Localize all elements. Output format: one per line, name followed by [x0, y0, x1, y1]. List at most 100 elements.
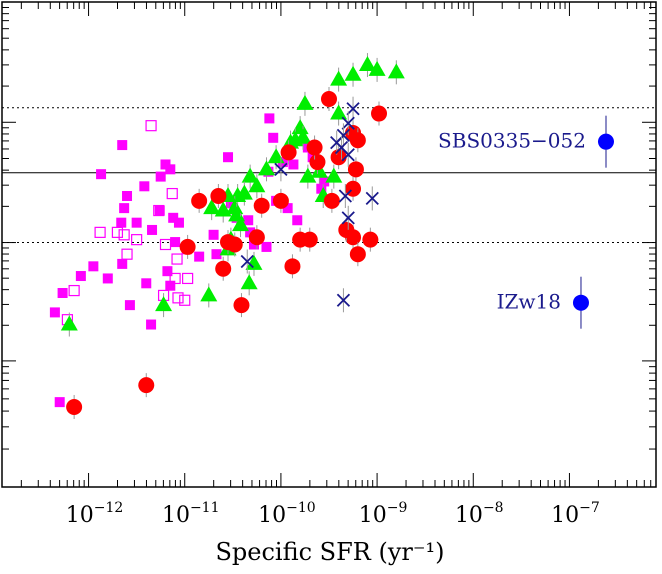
- navy-cross: [341, 116, 355, 130]
- x-tick-label-exponent: −12: [94, 500, 124, 516]
- navy-cross: [240, 254, 254, 269]
- plot-frame: [1, 1, 657, 488]
- annotation-izw18: IZw18: [497, 290, 561, 314]
- magenta-filled-square: [165, 280, 176, 291]
- green-triangle: [299, 167, 317, 183]
- red-circle: [347, 161, 364, 178]
- red-circle: [362, 231, 379, 248]
- red-circle: [323, 192, 340, 209]
- magenta-filled-square: [88, 261, 99, 272]
- magenta-filled-square: [124, 300, 135, 311]
- magenta-filled-square: [319, 176, 330, 187]
- magenta-filled-square: [54, 397, 65, 408]
- magenta-open-square: [159, 238, 172, 251]
- green-triangle: [344, 65, 362, 81]
- green-triangle: [240, 274, 258, 290]
- green-triangle: [294, 128, 312, 144]
- green-triangle: [248, 177, 266, 193]
- magenta-filled-square: [139, 181, 150, 192]
- magenta-filled-square: [173, 217, 184, 228]
- magenta-open-square: [172, 292, 184, 304]
- green-triangle: [200, 286, 218, 302]
- red-circle: [371, 105, 388, 122]
- blue-circle: [572, 294, 589, 311]
- green-triangle: [368, 60, 386, 76]
- magenta-filled-square: [208, 229, 219, 240]
- red-circle: [233, 297, 250, 314]
- magenta-filled-square: [155, 171, 166, 182]
- red-circle: [301, 231, 318, 248]
- magenta-filled-square: [243, 215, 254, 226]
- axis-ticks: [2, 1, 656, 488]
- x-tick-label-exponent: −7: [579, 500, 600, 516]
- green-triangle: [310, 162, 328, 178]
- green-triangle: [358, 56, 376, 72]
- magenta-open-square: [68, 284, 80, 297]
- red-circle: [66, 398, 83, 415]
- magenta-filled-square: [316, 183, 327, 194]
- green-triangle: [291, 119, 309, 135]
- magenta-filled-square: [102, 273, 113, 284]
- x-tick-label-exponent: −8: [483, 500, 504, 516]
- x-tick-label: 10−9: [359, 500, 408, 528]
- navy-cross: [365, 191, 379, 206]
- magenta-filled-square: [96, 169, 107, 180]
- green-triangle: [257, 160, 275, 176]
- red-circle: [284, 258, 301, 275]
- navy-cross: [341, 211, 355, 225]
- red-circle: [309, 154, 326, 171]
- red-circle: [226, 236, 243, 253]
- magenta-filled-square: [245, 227, 256, 238]
- green-triangle: [60, 315, 78, 331]
- magenta-filled-square: [147, 224, 158, 235]
- green-triangle: [330, 70, 348, 86]
- x-tick-label: 10−12: [66, 500, 124, 528]
- x-tick-label-base: 10: [551, 503, 579, 528]
- magenta-filled-square: [264, 113, 275, 124]
- green-triangle: [203, 199, 221, 215]
- magenta-filled-square: [194, 251, 205, 262]
- x-tick-label-exponent: −9: [387, 500, 408, 516]
- red-circle: [280, 144, 297, 161]
- magenta-open-square: [145, 120, 157, 132]
- navy-cross: [346, 102, 360, 116]
- magenta-open-square: [153, 204, 165, 217]
- red-circle: [338, 221, 355, 238]
- x-tick-label-exponent: −11: [190, 500, 220, 516]
- x-tick-label-base: 10: [66, 503, 94, 528]
- magenta-filled-square: [154, 205, 165, 216]
- magenta-filled-square: [117, 258, 128, 269]
- x-tick-label-base: 10: [162, 503, 190, 528]
- x-tick-label: 10−10: [258, 500, 316, 528]
- magenta-filled-square: [288, 159, 299, 170]
- magenta-filled-square: [170, 237, 181, 248]
- navy-cross: [341, 148, 355, 162]
- magenta-filled-square: [168, 212, 179, 223]
- magenta-filled-square: [117, 140, 128, 151]
- red-circle: [248, 229, 265, 246]
- magenta-open-square: [111, 226, 124, 238]
- magenta-open-square: [118, 229, 130, 241]
- green-triangle: [245, 254, 263, 270]
- green-triangle: [325, 167, 343, 183]
- magenta-filled-square: [223, 152, 234, 163]
- red-circle: [349, 246, 366, 263]
- green-triangle: [232, 216, 250, 232]
- magenta-filled-square: [141, 278, 152, 289]
- red-circle: [215, 260, 232, 277]
- magenta-open-square: [166, 187, 178, 200]
- magenta-filled-square: [165, 164, 176, 175]
- magenta-open-square: [131, 234, 143, 246]
- red-circle: [272, 192, 289, 209]
- blue-circle: [597, 133, 614, 150]
- x-tick-label: 10−8: [455, 500, 504, 528]
- magenta-filled-square: [282, 203, 293, 214]
- magenta-open-square: [94, 226, 106, 238]
- magenta-filled-square: [292, 215, 303, 226]
- x-axis-label: Specific SFR (yr⁻¹): [215, 538, 444, 566]
- x-tick-label-base: 10: [359, 503, 387, 528]
- x-tick-labels: 10−12 10−11 10−10 10−9 10−8 10−7: [66, 500, 600, 528]
- green-triangle: [241, 167, 259, 183]
- magenta-filled-square: [75, 271, 86, 282]
